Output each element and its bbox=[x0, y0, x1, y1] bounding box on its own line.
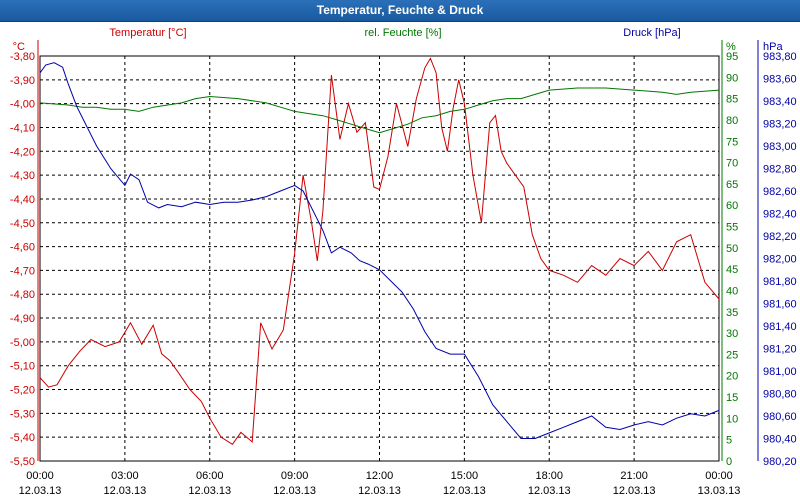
pressure-tick-label: 981,20 bbox=[763, 344, 797, 356]
humidity-tick-label: 55 bbox=[726, 222, 738, 234]
date-tick-label: 12.03.13 bbox=[103, 485, 146, 497]
temperature-tick-label: -4,50 bbox=[10, 218, 35, 230]
temperature-axis-label: Temperatur [°C] bbox=[109, 27, 186, 39]
temperature-tick-label: -5,00 bbox=[10, 337, 35, 349]
temperature-tick-label: -3,90 bbox=[10, 75, 35, 87]
time-tick-label: 12:00 bbox=[366, 470, 394, 482]
humidity-tick-label: 10 bbox=[726, 413, 738, 425]
temperature-tick-label: -4,20 bbox=[10, 146, 35, 158]
pressure-tick-label: 981,00 bbox=[763, 366, 797, 378]
title-bar: Temperatur, Feuchte & Druck bbox=[0, 0, 800, 22]
humidity-tick-label: 95 bbox=[726, 51, 738, 63]
date-tick-label: 12.03.13 bbox=[19, 485, 62, 497]
date-tick-label: 12.03.13 bbox=[528, 485, 571, 497]
pressure-tick-labels: 983,80 983,60 983,40 983,20 983,00 982,80 982,… bbox=[763, 51, 797, 468]
humidity-axis-label: rel. Feuchte [%] bbox=[364, 27, 441, 39]
time-tick-label: 00:00 bbox=[705, 470, 733, 482]
humidity-tick-label: 0 bbox=[726, 456, 732, 468]
pressure-tick-label: 983,20 bbox=[763, 119, 797, 131]
pressure-tick-label: 982,60 bbox=[763, 186, 797, 198]
time-tick-label: 09:00 bbox=[281, 470, 309, 482]
series-lines bbox=[39, 57, 720, 445]
humidity-tick-label: 40 bbox=[726, 285, 738, 297]
humidity-tick-label: 50 bbox=[726, 243, 738, 255]
date-tick-label: 12.03.13 bbox=[273, 485, 316, 497]
pressure-tick-label: 983,40 bbox=[763, 96, 797, 108]
pressure-unit-label: hPa bbox=[763, 41, 783, 53]
temperature-tick-label: -5,30 bbox=[10, 408, 35, 420]
humidity-unit-label: % bbox=[726, 41, 736, 53]
pressure-series-line bbox=[39, 62, 720, 439]
time-tick-label: 06:00 bbox=[196, 470, 224, 482]
time-tick-label: 03:00 bbox=[111, 470, 139, 482]
humidity-series-line bbox=[39, 87, 720, 134]
temperature-tick-label: -5,10 bbox=[10, 361, 35, 373]
pressure-axis-label: Druck [hPa] bbox=[623, 27, 680, 39]
time-tick-label: 18:00 bbox=[535, 470, 563, 482]
date-tick-label: 12.03.13 bbox=[443, 485, 486, 497]
plot-border bbox=[39, 55, 720, 462]
humidity-tick-label: 80 bbox=[726, 115, 738, 127]
pressure-tick-label: 982,20 bbox=[763, 231, 797, 243]
temperature-tick-label: -4,90 bbox=[10, 313, 35, 325]
date-tick-label: 12.03.13 bbox=[188, 485, 231, 497]
time-tick-labels: 00:00 12.03.13 03:00 12.03.13 06:00 12.03.13 0… bbox=[19, 470, 741, 497]
pressure-tick-label: 980,40 bbox=[763, 434, 797, 446]
date-tick-label: 12.03.13 bbox=[358, 485, 401, 497]
pressure-tick-label: 980,60 bbox=[763, 411, 797, 423]
humidity-tick-label: 30 bbox=[726, 328, 738, 340]
pressure-tick-label: 982,80 bbox=[763, 164, 797, 176]
temperature-series-line bbox=[39, 57, 720, 445]
humidity-tick-label: 20 bbox=[726, 371, 738, 383]
temperature-tick-label: -5,40 bbox=[10, 432, 35, 444]
time-tick-label: 21:00 bbox=[620, 470, 648, 482]
humidity-tick-label: 15 bbox=[726, 392, 738, 404]
pressure-tick-label: 983,60 bbox=[763, 74, 797, 86]
pressure-tick-label: 980,80 bbox=[763, 389, 797, 401]
temperature-tick-label: -5,20 bbox=[10, 385, 35, 397]
temperature-tick-label: -3,80 bbox=[10, 51, 35, 63]
temperature-tick-label: -4,30 bbox=[10, 170, 35, 182]
humidity-tick-label: 90 bbox=[726, 72, 738, 84]
chart-title: Temperatur, Feuchte & Druck bbox=[316, 3, 484, 17]
time-tick-label: 15:00 bbox=[451, 470, 479, 482]
pressure-tick-label: 980,20 bbox=[763, 456, 797, 468]
time-tick-label: 00:00 bbox=[26, 470, 54, 482]
humidity-tick-label: 75 bbox=[726, 136, 738, 148]
humidity-tick-label: 60 bbox=[726, 200, 738, 212]
humidity-tick-label: 5 bbox=[726, 435, 732, 447]
humidity-tick-label: 25 bbox=[726, 349, 738, 361]
pressure-tick-label: 982,40 bbox=[763, 209, 797, 221]
date-tick-label: 12.03.13 bbox=[613, 485, 656, 497]
temperature-tick-label: -4,00 bbox=[10, 99, 35, 111]
pressure-tick-label: 982,00 bbox=[763, 254, 797, 266]
pressure-tick-label: 983,00 bbox=[763, 141, 797, 153]
pressure-tick-label: 981,80 bbox=[763, 276, 797, 288]
pressure-tick-label: 981,60 bbox=[763, 299, 797, 311]
temperature-tick-label: -4,70 bbox=[10, 265, 35, 277]
temperature-unit-label: °C bbox=[13, 41, 25, 53]
temperature-tick-label: -5,50 bbox=[10, 456, 35, 468]
plot-frame bbox=[37, 40, 759, 462]
temperature-tick-labels: -3,80 -3,90 -4,00 -4,10 -4,20 -4,30 -4,40 -4,50… bbox=[10, 51, 35, 468]
humidity-tick-label: 85 bbox=[726, 94, 738, 106]
grid-lines bbox=[40, 55, 719, 462]
pressure-tick-label: 981,40 bbox=[763, 321, 797, 333]
temperature-tick-label: -4,40 bbox=[10, 194, 35, 206]
humidity-tick-label: 45 bbox=[726, 264, 738, 276]
humidity-tick-label: 35 bbox=[726, 307, 738, 319]
temperature-tick-label: -4,10 bbox=[10, 122, 35, 134]
temperature-tick-label: -4,60 bbox=[10, 242, 35, 254]
date-tick-label: 13.03.13 bbox=[698, 485, 741, 497]
pressure-tick-label: 983,80 bbox=[763, 51, 797, 63]
temperature-tick-label: -4,80 bbox=[10, 289, 35, 301]
humidity-tick-label: 70 bbox=[726, 158, 738, 170]
humidity-tick-label: 65 bbox=[726, 179, 738, 191]
